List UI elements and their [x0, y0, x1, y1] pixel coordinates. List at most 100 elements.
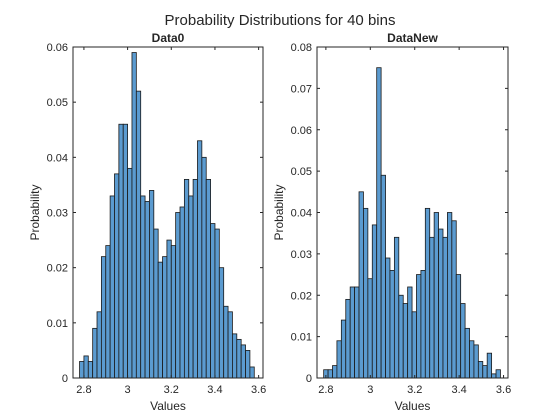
- histogram-bar: [100, 256, 107, 379]
- histogram-bar: [170, 245, 177, 379]
- y-tick-label: 0.03: [291, 249, 312, 261]
- y-tick-label: 0.03: [47, 208, 68, 220]
- histogram-bar: [429, 236, 435, 379]
- x-tick-label: 3.2: [164, 384, 179, 396]
- y-axis-label: Probability: [28, 184, 42, 240]
- histogram-bar: [166, 239, 172, 379]
- x-tick-label: 2.8: [318, 384, 333, 396]
- histogram-bar: [416, 274, 422, 379]
- histogram-bar: [358, 191, 364, 379]
- histogram-bar: [473, 344, 479, 379]
- histogram-bar: [197, 140, 203, 379]
- histogram-bar: [486, 352, 493, 379]
- histogram-bar: [105, 245, 111, 379]
- histogram-bar: [469, 340, 475, 379]
- histogram-bar: [131, 52, 137, 379]
- histogram-bar: [495, 369, 501, 379]
- histogram-bar: [363, 207, 369, 379]
- histogram-bar: [455, 274, 462, 379]
- histogram-bar: [214, 228, 220, 379]
- histogram-bar: [192, 178, 198, 379]
- histogram-bar: [114, 173, 120, 379]
- axes-title: DataNew: [387, 31, 438, 45]
- histogram-bar: [144, 201, 150, 379]
- histogram-bar: [249, 366, 255, 379]
- histogram-bar: [420, 270, 426, 379]
- histogram-bar: [411, 311, 417, 379]
- histogram-bar: [183, 178, 190, 379]
- histogram-bar: [201, 156, 207, 379]
- panel-datanew: 2.8 3 3.2 3.4 3.6 0 0.01 0.02 0.03 0.04 0.05 0.06 0.…: [272, 31, 511, 413]
- y-tick-label: 0.06: [291, 125, 312, 137]
- histogram-bar: [92, 327, 98, 379]
- histogram-bar: [340, 319, 347, 379]
- histogram-bar: [327, 369, 333, 379]
- y-tick-label: 0.08: [291, 42, 312, 54]
- x-tick-label: 3.2: [407, 384, 422, 396]
- histogram-bar: [232, 333, 238, 379]
- histogram-bar: [240, 344, 246, 379]
- histogram-bar: [135, 90, 142, 379]
- histogram-bar: [354, 286, 360, 379]
- x-tick-label: 2.8: [76, 384, 91, 396]
- histogram-bar: [398, 294, 404, 379]
- histogram-bar: [127, 167, 133, 379]
- histogram-bar: [349, 286, 355, 379]
- panel-data0: 2.8 3 3.2 3.4 3.6 0 0.01 0.02 0.03 0.04 0.05 0.06 Da…: [28, 31, 266, 413]
- y-tick-label: 0.06: [47, 42, 68, 54]
- histogram-bar: [367, 278, 373, 379]
- y-axis-label: Probability: [272, 184, 286, 240]
- histogram-bar: [162, 256, 168, 379]
- x-axis-label: Values: [395, 399, 431, 413]
- y-tick-label: 0.04: [291, 208, 312, 220]
- histogram-bar: [460, 303, 466, 379]
- histogram-bar: [79, 361, 85, 379]
- histogram-bar: [153, 228, 159, 379]
- histogram-bar: [87, 361, 94, 379]
- histogram-bar: [205, 178, 211, 379]
- y-tick-label: 0.02: [47, 263, 68, 275]
- histogram-bar: [149, 190, 155, 379]
- histogram-bar: [118, 123, 124, 379]
- histogram-bar: [179, 206, 185, 379]
- histogram-bar: [393, 236, 400, 379]
- histogram-bar: [380, 174, 386, 379]
- histogram-bar: [109, 195, 115, 379]
- histogram-bar: [442, 236, 448, 379]
- histogram-bar: [491, 373, 497, 379]
- histogram-bar: [227, 311, 233, 379]
- x-tick-label: 3.6: [251, 384, 266, 396]
- histogram-bar: [157, 261, 163, 379]
- histogram-bar: [218, 267, 225, 379]
- histogram-bar: [223, 305, 229, 379]
- axes-title: Data0: [152, 31, 185, 45]
- histogram-bar: [438, 228, 444, 379]
- y-tick-label: 0.04: [47, 152, 68, 164]
- y-tick-label: 0.05: [47, 97, 68, 109]
- histogram-bar: [175, 212, 181, 379]
- histogram-bar: [140, 195, 146, 379]
- histogram-bar: [482, 365, 488, 379]
- histogram-bar: [83, 355, 89, 379]
- histogram-bar: [122, 123, 129, 379]
- histogram-bar: [407, 286, 413, 379]
- histogram-bar: [236, 338, 242, 379]
- x-axis-label: Values: [150, 399, 186, 413]
- y-tick-label: 0.01: [47, 318, 68, 330]
- y-tick-label: 0: [306, 373, 312, 385]
- y-tick-label: 0.01: [291, 332, 312, 344]
- x-tick-label: 3.4: [207, 384, 222, 396]
- y-tick-label: 0: [62, 373, 68, 385]
- histogram-bar: [464, 327, 470, 379]
- figure-suptitle: Probability Distributions for 40 bins: [165, 12, 396, 29]
- histogram-bar: [433, 212, 439, 379]
- x-tick-label: 3.6: [496, 384, 511, 396]
- histogram-bar: [389, 270, 395, 379]
- histogram-bar: [402, 303, 409, 379]
- histogram-bar: [447, 212, 453, 379]
- x-tick-label: 3: [367, 384, 373, 396]
- y-tick-label: 0.07: [291, 83, 312, 95]
- histogram-bar: [345, 298, 351, 379]
